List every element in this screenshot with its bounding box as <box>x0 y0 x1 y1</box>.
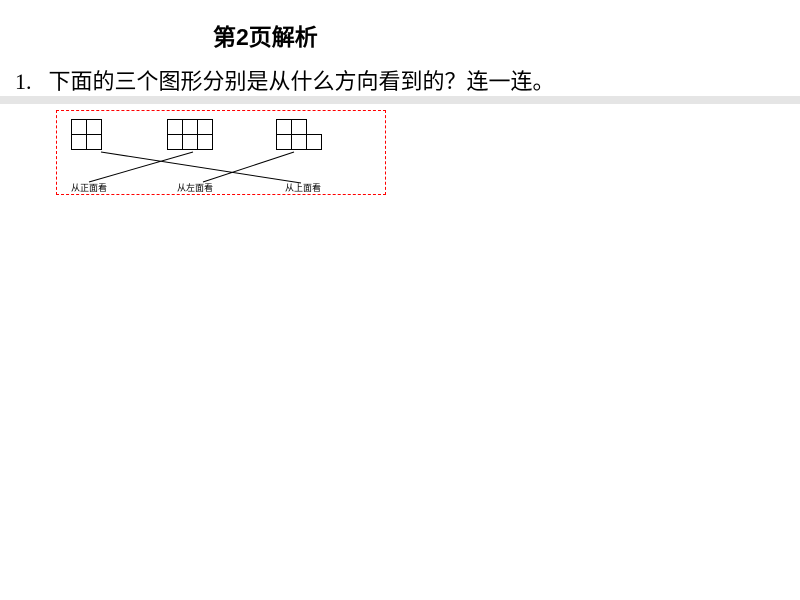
match-line <box>89 152 193 182</box>
matching-lines <box>57 111 387 196</box>
question-shadow <box>0 96 800 104</box>
match-line <box>203 152 294 182</box>
answer-box: 从正面看 从左面看 从上面看 <box>56 110 386 195</box>
page-title: 第2页解析 <box>213 18 318 52</box>
question-text: 下面的三个图形分别是从什么方向看到的？连一连。 <box>49 69 555 94</box>
question-number: 1. <box>15 69 43 95</box>
question-row: 1. 下面的三个图形分别是从什么方向看到的？连一连。 <box>15 64 555 96</box>
match-line <box>101 152 301 183</box>
